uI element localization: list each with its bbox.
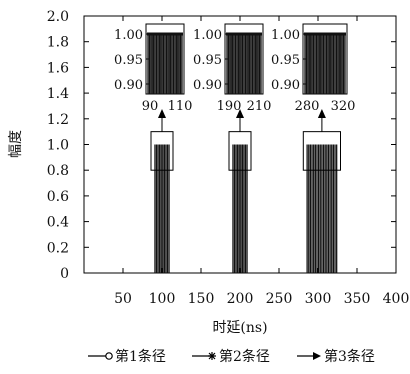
zoom-arrowhead [158, 109, 166, 118]
inset-x-tick-label: 190 [217, 99, 242, 114]
series-2 [232, 144, 248, 273]
plot-area: 50 100 150 200 250 300 350 400 0 0.2 0.4 0.6 0.8 1.0 1… [47, 9, 410, 307]
legend-item-1: 第1条径 [88, 348, 166, 365]
legend-item-2: 第2条径 [192, 348, 270, 365]
inset-y-tick-label: 0.90 [271, 78, 300, 93]
x-tick-label: 100 [149, 291, 176, 307]
inset-x-tick-label: 110 [168, 99, 193, 114]
zoom-box [150, 131, 174, 171]
inset-y-tick-label: 0.95 [193, 53, 222, 68]
legend-marker-circle [105, 352, 113, 360]
zoom-arrowhead [236, 109, 244, 118]
inset-x-tick-label: 210 [247, 99, 272, 114]
y-tick-label: 1.0 [47, 138, 69, 154]
inset-y-tick-label: 0.95 [271, 53, 300, 68]
x-tick-label: 150 [188, 291, 215, 307]
legend: 第1条径 第2条径 第3条径 [88, 348, 375, 365]
zoom-boxes [150, 109, 341, 171]
y-tick-label: 2.0 [47, 9, 69, 25]
y-tick-label: 0.2 [47, 240, 69, 256]
x-tick-label: 300 [305, 291, 332, 307]
inset-x-tick-label: 280 [295, 99, 320, 114]
y-tick-label: 1.8 [47, 35, 69, 51]
y-tick-label: 0.4 [47, 215, 69, 231]
series-1 [154, 144, 170, 273]
inset-y-tick-label: 1.00 [193, 28, 222, 43]
x-tick-label: 200 [227, 291, 254, 307]
x-axis-title: 时延(ns) [212, 320, 267, 336]
legend-label: 第3条径 [324, 348, 375, 365]
data-layer [154, 144, 338, 273]
inset-1: 1.00 0.95 0.90 90 110 [114, 23, 193, 114]
inset-x-tick-label: 320 [331, 99, 356, 114]
legend-item-3: 第3条径 [297, 348, 375, 365]
x-tick-label: 50 [114, 291, 132, 307]
y-tick-label: 0.8 [47, 163, 69, 179]
series-3 [306, 144, 338, 273]
inset-y-tick-label: 0.90 [193, 78, 222, 93]
zoom-box [228, 131, 252, 171]
inset-y-tick-label: 1.00 [271, 28, 300, 43]
y-tick-label: 0.6 [47, 189, 69, 205]
x-tick-label: 400 [383, 291, 410, 307]
inset-y-tick-label: 0.90 [114, 78, 143, 93]
inset-3: 1.00 0.95 0.90 280 320 [271, 23, 356, 114]
axis-ticks: 50 100 150 200 250 300 350 400 0 0.2 0.4 0.6 0.8 1.0 1… [47, 9, 410, 307]
y-tick-label: 1.4 [47, 86, 69, 102]
inset-y-tick-label: 1.00 [114, 28, 143, 43]
inset-2: 1.00 0.95 0.90 190 210 [193, 23, 272, 114]
y-tick-label: 1.2 [47, 112, 69, 128]
y-tick-label: 0 [60, 266, 69, 282]
inset-y-tick-label: 0.95 [114, 53, 143, 68]
legend-label: 第1条径 [115, 348, 166, 365]
inset-x-tick-label: 90 [142, 99, 159, 114]
legend-label: 第2条径 [219, 348, 270, 365]
insets: 1.00 0.95 0.90 90 110 1.00 0.95 0.90 190 210 1.00 0… [114, 23, 356, 114]
x-tick-label: 250 [266, 291, 293, 307]
y-axis-title: 幅度 [8, 130, 24, 158]
legend-marker-triangle [313, 352, 321, 360]
x-tick-label: 350 [344, 291, 371, 307]
legend-marker-star [208, 352, 216, 360]
zoom-arrowhead [317, 109, 326, 118]
y-tick-label: 1.6 [47, 60, 69, 76]
